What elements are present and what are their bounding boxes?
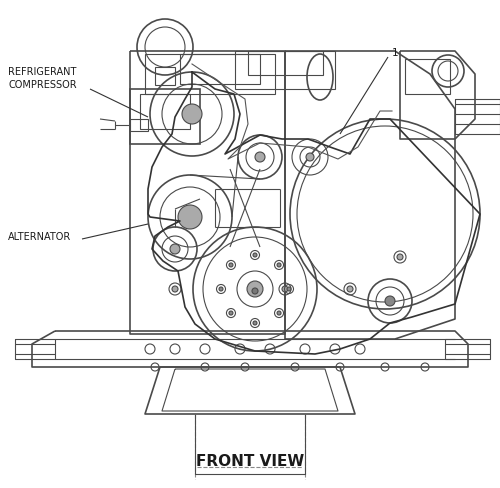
- Circle shape: [282, 286, 288, 292]
- Circle shape: [252, 288, 258, 294]
- Circle shape: [347, 286, 353, 292]
- Circle shape: [277, 311, 281, 315]
- Bar: [248, 52, 323, 76]
- Circle shape: [287, 287, 291, 291]
- Circle shape: [253, 253, 257, 258]
- Circle shape: [219, 287, 223, 291]
- Bar: [235, 52, 335, 90]
- Text: FRONT VIEW: FRONT VIEW: [196, 453, 304, 468]
- Bar: [130, 90, 200, 145]
- Circle shape: [170, 244, 180, 254]
- Bar: [145, 55, 275, 95]
- Circle shape: [397, 254, 403, 261]
- Circle shape: [255, 153, 265, 163]
- Text: COMPRESSOR: COMPRESSOR: [8, 80, 76, 90]
- Circle shape: [253, 321, 257, 325]
- Text: REFRIGERANT: REFRIGERANT: [8, 67, 76, 77]
- Circle shape: [182, 105, 202, 125]
- Bar: [180, 55, 260, 85]
- Text: ALTERNATOR: ALTERNATOR: [8, 231, 72, 242]
- Bar: [405, 60, 450, 95]
- Circle shape: [277, 264, 281, 267]
- Circle shape: [306, 154, 314, 162]
- Circle shape: [247, 282, 263, 297]
- Bar: [155, 68, 175, 86]
- Circle shape: [229, 264, 233, 267]
- Text: 1: 1: [392, 48, 398, 58]
- Circle shape: [178, 205, 202, 229]
- Circle shape: [229, 311, 233, 315]
- Circle shape: [172, 286, 178, 292]
- Bar: [130, 120, 148, 132]
- Bar: [140, 95, 190, 130]
- Circle shape: [385, 296, 395, 306]
